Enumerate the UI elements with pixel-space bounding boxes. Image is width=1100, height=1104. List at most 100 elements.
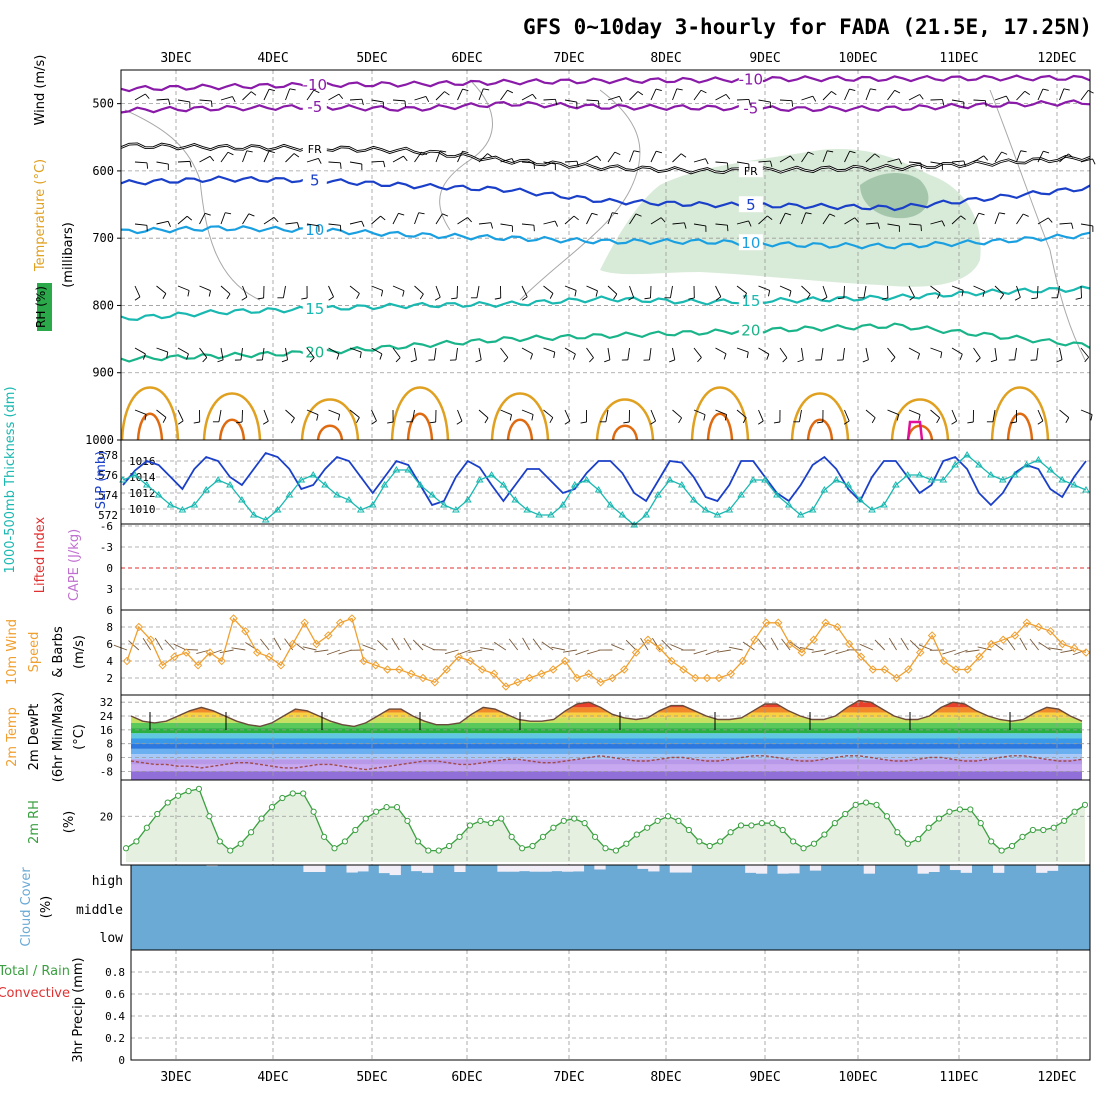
rh-marker [718,839,723,844]
ylabel-millibars: (millibars) [61,222,76,288]
day-label-bottom: 4DEC [257,1070,288,1085]
isotherm-label: 10 [741,234,760,252]
temp-band [121,739,1090,744]
temp-tick-label: 0 [106,752,113,765]
day-label-bottom: 6DEC [451,1070,482,1085]
rh-marker [384,805,389,810]
rh-marker [447,843,452,848]
ylabel-rh-units: (%) [62,811,77,834]
chart-title: GFS 0~10day 3-hourly for FADA (21.5E, 17… [523,15,1092,39]
cloud-high-gap [961,865,972,873]
temp-tick-label: 32 [100,696,113,709]
rh-marker [290,791,295,796]
wind-barb [844,286,845,298]
day-label-bottom: 11DEC [939,1070,978,1085]
rh-marker [248,830,253,835]
cloud-high-gap [562,865,573,872]
rh-marker [374,809,379,814]
rh-marker [342,839,347,844]
legend-total-rain: Total / Rain [0,964,70,979]
wind-tick-label: 2 [106,672,113,685]
isotherm-label: FR [308,143,322,156]
day-label-top: 12DEC [1037,51,1076,66]
rh-marker [728,830,733,835]
ylabel-cloud-cover: Cloud Cover [19,867,34,947]
rh-marker [645,825,650,830]
rh-marker [707,843,712,848]
rh-marker [968,807,973,812]
day-label-top: 5DEC [356,51,387,66]
wind-barb [1081,286,1082,298]
ylabel-temperature: Temperature (°C) [33,159,48,272]
rh-marker [1020,834,1025,839]
cloud-high-gap [540,865,551,872]
cloud-high-gap [788,865,799,873]
day-label-top: 6DEC [451,51,482,66]
ylabel-cape: CAPE (J/kg) [67,529,82,601]
y-tick-label: 500 [92,97,114,111]
rh-marker [697,839,702,844]
wind-tick-label: 8 [106,621,113,634]
ylabel-rh: RH (%) [34,286,48,328]
rh-marker [738,823,743,828]
rh-marker [321,834,326,839]
rh-marker [1009,843,1014,848]
rh-marker [301,791,306,796]
rh-marker [634,832,639,837]
temp-tick-label: 16 [100,724,113,737]
rh-marker [332,846,337,851]
rh-marker [509,834,514,839]
ylabel-speed: Speed [27,632,42,673]
y-tick-label: 1000 [85,433,114,447]
ylabel-wind-units: (m/s) [72,635,87,669]
day-label-top: 3DEC [160,51,191,66]
rh-marker [1041,827,1046,832]
cloud-high-gap [303,865,314,872]
precip-tick-label: 0 [118,1054,125,1067]
y-tick-label: 900 [92,366,114,380]
cloud-high-gap [379,865,390,873]
day-label-top: 9DEC [749,51,780,66]
ylabel-thickness: 1000-500mb Thickness (dm) [3,386,18,573]
rh-marker [457,834,462,839]
rh-marker [363,816,368,821]
ylabel-temp-units: (°C) [72,724,87,750]
temp-tick-label: -8 [100,765,113,778]
ylabel-minmax: (6hr Min/Max) [51,692,66,782]
wind-tick-label: 4 [106,655,113,668]
day-label-bottom: 8DEC [650,1070,681,1085]
rh-marker [843,811,848,816]
isotherm-label: -5 [743,99,758,117]
cloud-high-gap [670,865,681,873]
rh-marker [832,821,837,826]
cloud-high-gap [928,865,939,872]
ylabel-cloud-units: (%) [39,896,54,919]
rh-marker [863,800,868,805]
slp-tick-label: 1016 [129,455,156,468]
y-tick-label: 700 [92,231,114,245]
isotherm-label: -10 [739,70,764,88]
cloud-high-gap [648,865,659,871]
cloud-high-gap [810,865,821,871]
ylabel-2m-rh: 2m RH [27,800,42,844]
rh-marker [811,841,816,846]
precip-tick-label: 0.4 [105,1010,125,1023]
cloud-high-gap [573,865,584,871]
rh-marker [822,832,827,837]
cloud-high-gap [993,865,1004,873]
cloud-high-gap [422,865,433,873]
cloud-high-gap [530,865,541,872]
rh-marker [478,818,483,823]
wind-barb [737,99,749,100]
rh-marker [853,802,858,807]
isotherm-label: 20 [305,344,324,362]
rh-marker [280,795,285,800]
rh-marker [1082,802,1087,807]
cloud-high-gap [950,865,961,870]
rh-marker [415,839,420,844]
rh-marker [259,816,264,821]
rh-marker [978,821,983,826]
rh-marker [999,848,1004,853]
